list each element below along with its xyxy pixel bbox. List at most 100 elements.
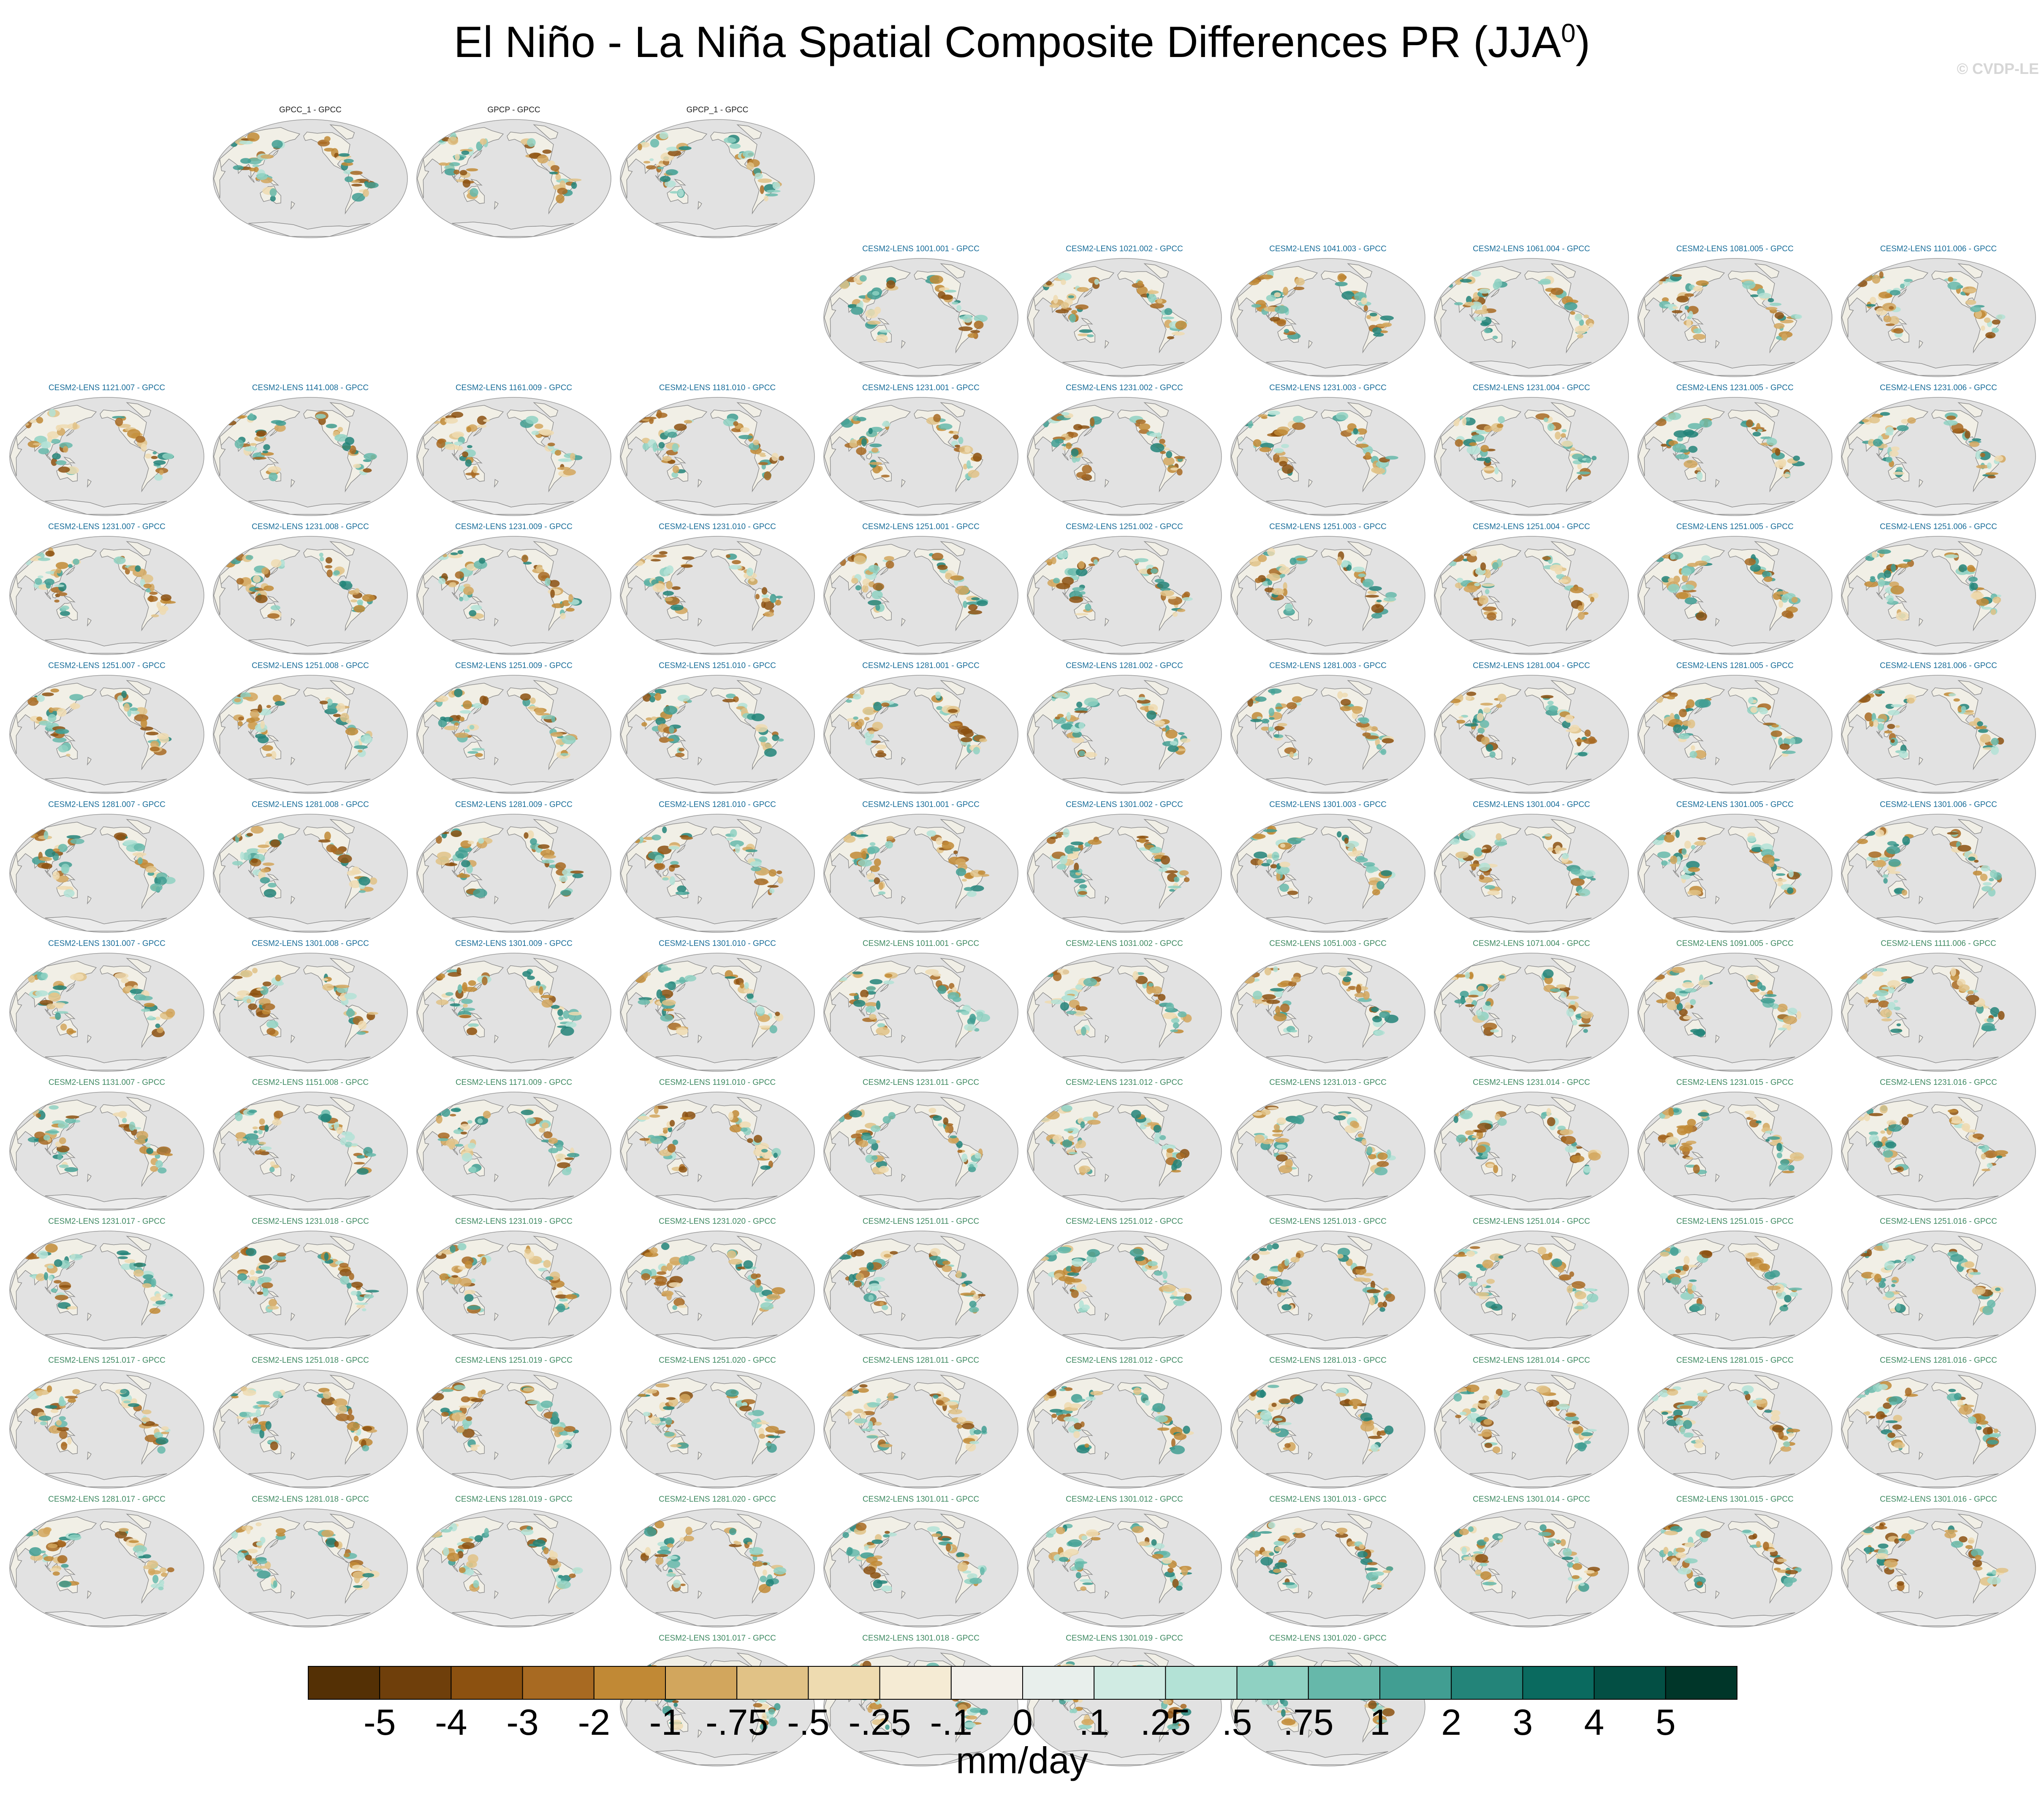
landmass bbox=[1469, 1147, 1476, 1155]
dry-anomaly bbox=[338, 854, 352, 863]
wet-anomaly bbox=[70, 838, 84, 844]
dry-anomaly bbox=[1481, 736, 1490, 745]
dry-anomaly bbox=[1782, 1171, 1794, 1174]
dry-anomaly bbox=[1344, 837, 1349, 844]
world-map bbox=[213, 1092, 408, 1211]
landmass bbox=[859, 916, 981, 932]
landmass bbox=[1524, 548, 1572, 591]
landmass bbox=[473, 427, 483, 437]
land-layer bbox=[10, 958, 175, 1071]
landmass bbox=[1550, 680, 1576, 696]
wet-anomaly bbox=[240, 158, 251, 164]
landmass bbox=[1469, 360, 1592, 376]
wet-anomaly bbox=[1476, 1010, 1482, 1016]
land-layer bbox=[1434, 958, 1594, 1071]
wet-anomaly bbox=[64, 1167, 78, 1172]
dry-anomaly bbox=[1864, 997, 1870, 1005]
wet-anomaly bbox=[1675, 454, 1689, 459]
dry-anomaly bbox=[459, 1015, 471, 1019]
dry-anomaly bbox=[1253, 439, 1262, 447]
landmass bbox=[1081, 734, 1093, 742]
map-outline bbox=[9, 397, 204, 516]
wet-anomaly bbox=[527, 138, 536, 147]
dry-anomaly bbox=[457, 874, 470, 878]
wet-anomaly bbox=[1053, 578, 1060, 584]
wet-anomaly bbox=[1253, 990, 1262, 1000]
wet-anomaly bbox=[1333, 1115, 1346, 1121]
panel-title: CESM2-LENS 1281.007 - GPCC bbox=[48, 800, 166, 809]
dry-anomaly bbox=[324, 831, 331, 841]
wet-anomaly bbox=[974, 1152, 981, 1159]
wet-anomaly bbox=[1972, 438, 1982, 441]
landmass bbox=[626, 127, 708, 179]
dry-anomaly bbox=[1179, 870, 1189, 876]
world-map bbox=[1841, 1092, 2036, 1211]
wet-anomaly bbox=[726, 837, 733, 841]
dry-anomaly bbox=[1982, 1168, 1991, 1171]
dry-anomaly bbox=[1053, 972, 1062, 981]
world-map bbox=[416, 536, 611, 655]
wet-anomaly bbox=[974, 315, 988, 322]
landmass bbox=[697, 479, 702, 488]
dry-anomaly bbox=[442, 554, 448, 557]
dry-anomaly bbox=[1948, 277, 1954, 282]
wet-anomaly bbox=[667, 432, 677, 438]
dry-anomaly bbox=[363, 189, 369, 197]
dry-anomaly bbox=[1577, 334, 1583, 339]
landmass bbox=[10, 576, 22, 615]
dry-anomaly bbox=[1292, 696, 1303, 703]
dry-anomaly bbox=[1283, 582, 1287, 590]
dry-anomaly bbox=[1987, 475, 1996, 478]
land-layer bbox=[1027, 1097, 1190, 1209]
wet-anomaly bbox=[326, 424, 337, 429]
wet-anomaly bbox=[1970, 306, 1982, 312]
dry-anomaly bbox=[1872, 994, 1878, 997]
dry-anomaly bbox=[1896, 611, 1909, 621]
wet-anomaly bbox=[1968, 856, 1976, 861]
dry-anomaly bbox=[39, 857, 52, 861]
landmass bbox=[248, 221, 371, 237]
wet-anomaly bbox=[738, 435, 753, 440]
landmass bbox=[1308, 1174, 1313, 1182]
landmass bbox=[329, 958, 355, 973]
wet-anomaly bbox=[525, 416, 538, 424]
dry-anomaly bbox=[42, 692, 54, 696]
dry-anomaly bbox=[933, 414, 941, 422]
wet-anomaly bbox=[1877, 723, 1884, 731]
wet-anomaly bbox=[444, 168, 457, 176]
wet-anomaly bbox=[548, 1148, 559, 1153]
dry-anomaly bbox=[948, 723, 961, 726]
wet-anomaly bbox=[1492, 562, 1499, 570]
dry-anomaly bbox=[1255, 578, 1262, 583]
dry-anomaly bbox=[542, 149, 552, 154]
landmass bbox=[1265, 731, 1273, 739]
wet-anomaly bbox=[1173, 876, 1180, 883]
panel-title: CESM2-LENS 1091.005 - GPCC bbox=[1676, 939, 1794, 948]
dry-anomaly bbox=[768, 1160, 773, 1168]
wet-anomaly bbox=[655, 717, 666, 725]
wet-anomaly bbox=[1486, 744, 1493, 752]
dry-anomaly bbox=[1565, 714, 1574, 723]
dry-anomaly bbox=[1162, 1012, 1177, 1019]
wet-anomaly bbox=[883, 980, 894, 984]
wet-anomaly bbox=[1686, 861, 1700, 869]
wet-anomaly bbox=[1882, 1150, 1893, 1158]
landmass bbox=[1347, 402, 1373, 418]
dry-anomaly bbox=[547, 160, 554, 167]
land-layer bbox=[213, 124, 379, 237]
dry-anomaly bbox=[527, 830, 534, 839]
wet-anomaly bbox=[445, 992, 453, 996]
wet-anomaly bbox=[551, 716, 556, 723]
wet-anomaly bbox=[1776, 1152, 1783, 1158]
landmass bbox=[1469, 1055, 1592, 1071]
dry-anomaly bbox=[1348, 851, 1361, 857]
landmass bbox=[1694, 566, 1704, 576]
wet-anomaly bbox=[764, 748, 777, 757]
landmass bbox=[1308, 618, 1313, 627]
dry-anomaly bbox=[674, 424, 687, 431]
dry-anomaly bbox=[358, 1021, 367, 1030]
world-map bbox=[9, 536, 204, 655]
wet-anomaly bbox=[154, 474, 163, 481]
landmass bbox=[877, 873, 890, 880]
wet-anomaly bbox=[135, 565, 141, 572]
